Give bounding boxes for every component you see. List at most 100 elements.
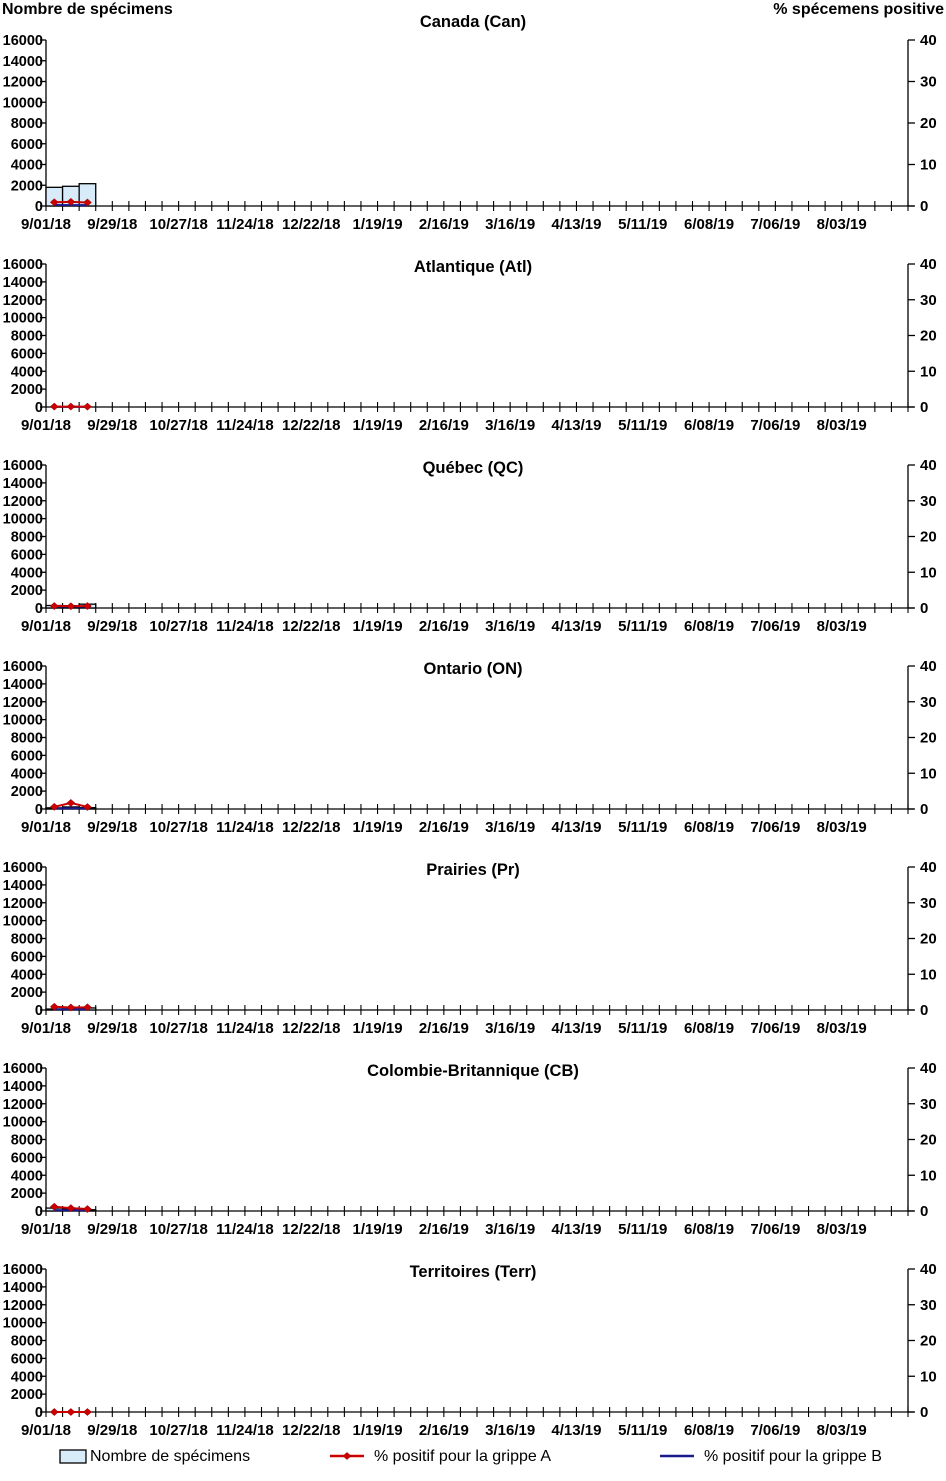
svg-text:10000: 10000 xyxy=(3,311,43,327)
svg-text:4000: 4000 xyxy=(11,158,43,174)
svg-text:10: 10 xyxy=(920,363,937,380)
svg-text:12000: 12000 xyxy=(3,293,43,309)
svg-text:1/19/19: 1/19/19 xyxy=(353,216,403,233)
svg-text:14000: 14000 xyxy=(3,275,43,291)
svg-text:40: 40 xyxy=(920,658,937,675)
svg-text:9/29/18: 9/29/18 xyxy=(87,1422,137,1439)
svg-text:12/22/18: 12/22/18 xyxy=(282,417,340,434)
svg-text:20: 20 xyxy=(920,1333,937,1350)
svg-text:% positif pour la grippe A: % positif pour la grippe A xyxy=(374,1448,551,1465)
svg-text:2000: 2000 xyxy=(11,178,43,194)
svg-text:6/08/19: 6/08/19 xyxy=(684,216,734,233)
svg-text:8000: 8000 xyxy=(11,530,43,546)
svg-text:12000: 12000 xyxy=(3,1298,43,1314)
svg-text:7/06/19: 7/06/19 xyxy=(750,1422,800,1439)
svg-text:6000: 6000 xyxy=(11,1351,43,1367)
svg-text:1/19/19: 1/19/19 xyxy=(353,1422,403,1439)
svg-text:0: 0 xyxy=(35,400,43,416)
svg-text:12/22/18: 12/22/18 xyxy=(282,1020,340,1037)
svg-text:16000: 16000 xyxy=(3,1262,43,1278)
svg-text:11/24/18: 11/24/18 xyxy=(216,1422,274,1439)
svg-text:9/01/18: 9/01/18 xyxy=(21,1221,71,1238)
svg-text:6000: 6000 xyxy=(11,1150,43,1166)
svg-text:11/24/18: 11/24/18 xyxy=(216,1020,274,1037)
svg-text:1/19/19: 1/19/19 xyxy=(353,819,403,836)
svg-text:12/22/18: 12/22/18 xyxy=(282,1422,340,1439)
svg-text:6000: 6000 xyxy=(11,137,43,153)
svg-text:20: 20 xyxy=(920,115,937,132)
svg-text:2000: 2000 xyxy=(11,583,43,599)
svg-text:8/03/19: 8/03/19 xyxy=(817,417,867,434)
svg-text:Prairies (Pr): Prairies (Pr) xyxy=(426,861,520,879)
svg-text:5/11/19: 5/11/19 xyxy=(618,1020,667,1037)
svg-text:11/24/18: 11/24/18 xyxy=(216,417,274,434)
svg-text:8000: 8000 xyxy=(11,1133,43,1149)
svg-text:4/13/19: 4/13/19 xyxy=(551,1221,601,1238)
svg-text:4000: 4000 xyxy=(11,565,43,581)
svg-text:9/29/18: 9/29/18 xyxy=(87,216,137,233)
svg-text:11/24/18: 11/24/18 xyxy=(216,216,274,233)
svg-text:12000: 12000 xyxy=(3,1097,43,1113)
svg-text:11/24/18: 11/24/18 xyxy=(216,618,274,635)
svg-text:20: 20 xyxy=(920,1132,937,1149)
svg-text:10/27/18: 10/27/18 xyxy=(149,618,207,635)
svg-text:2/16/19: 2/16/19 xyxy=(419,819,469,836)
svg-text:Ontario (ON): Ontario (ON) xyxy=(424,660,523,678)
svg-text:% positif pour la grippe B: % positif pour la grippe B xyxy=(704,1448,882,1465)
svg-text:3/16/19: 3/16/19 xyxy=(485,1422,535,1439)
svg-text:3/16/19: 3/16/19 xyxy=(485,216,535,233)
svg-text:Canada (Can): Canada (Can) xyxy=(420,13,526,31)
svg-text:9/01/18: 9/01/18 xyxy=(21,819,71,836)
svg-text:11/24/18: 11/24/18 xyxy=(216,1221,274,1238)
svg-text:4000: 4000 xyxy=(11,1168,43,1184)
svg-text:16000: 16000 xyxy=(3,1061,43,1077)
svg-text:40: 40 xyxy=(920,1060,937,1077)
svg-text:Nombre de spécimens: Nombre de spécimens xyxy=(2,1,173,18)
svg-text:9/01/18: 9/01/18 xyxy=(21,1422,71,1439)
svg-text:6000: 6000 xyxy=(11,346,43,362)
svg-text:8000: 8000 xyxy=(11,932,43,948)
svg-text:7/06/19: 7/06/19 xyxy=(750,1221,800,1238)
svg-text:30: 30 xyxy=(920,694,937,711)
svg-text:5/11/19: 5/11/19 xyxy=(618,618,667,635)
svg-text:9/29/18: 9/29/18 xyxy=(87,1221,137,1238)
svg-text:4/13/19: 4/13/19 xyxy=(551,1422,601,1439)
svg-text:Nombre de spécimens: Nombre de spécimens xyxy=(90,1448,250,1465)
svg-text:12000: 12000 xyxy=(3,494,43,510)
svg-text:7/06/19: 7/06/19 xyxy=(750,1020,800,1037)
svg-text:10/27/18: 10/27/18 xyxy=(149,1020,207,1037)
svg-text:1/19/19: 1/19/19 xyxy=(353,1221,403,1238)
svg-text:0: 0 xyxy=(920,1404,928,1421)
svg-text:7/06/19: 7/06/19 xyxy=(750,819,800,836)
svg-text:20: 20 xyxy=(920,931,937,948)
svg-text:16000: 16000 xyxy=(3,659,43,675)
svg-text:0: 0 xyxy=(35,802,43,818)
svg-text:7/06/19: 7/06/19 xyxy=(750,216,800,233)
svg-text:6000: 6000 xyxy=(11,949,43,965)
svg-text:9/01/18: 9/01/18 xyxy=(21,417,71,434)
svg-text:Québec (QC): Québec (QC) xyxy=(423,459,524,477)
svg-text:10: 10 xyxy=(920,1368,937,1385)
svg-text:30: 30 xyxy=(920,493,937,510)
svg-text:5/11/19: 5/11/19 xyxy=(618,819,667,836)
svg-text:2/16/19: 2/16/19 xyxy=(419,1422,469,1439)
svg-text:9/29/18: 9/29/18 xyxy=(87,1020,137,1037)
svg-text:16000: 16000 xyxy=(3,860,43,876)
svg-text:8/03/19: 8/03/19 xyxy=(817,1221,867,1238)
svg-text:9/01/18: 9/01/18 xyxy=(21,618,71,635)
svg-text:10/27/18: 10/27/18 xyxy=(149,1221,207,1238)
svg-text:30: 30 xyxy=(920,895,937,912)
svg-text:2000: 2000 xyxy=(11,1387,43,1403)
svg-text:10000: 10000 xyxy=(3,95,43,111)
svg-text:30: 30 xyxy=(920,1096,937,1113)
svg-text:8/03/19: 8/03/19 xyxy=(817,1422,867,1439)
svg-text:40: 40 xyxy=(920,32,937,49)
svg-text:5/11/19: 5/11/19 xyxy=(618,417,667,434)
svg-text:2/16/19: 2/16/19 xyxy=(419,1020,469,1037)
svg-text:9/29/18: 9/29/18 xyxy=(87,618,137,635)
svg-text:6/08/19: 6/08/19 xyxy=(684,1422,734,1439)
svg-text:12/22/18: 12/22/18 xyxy=(282,618,340,635)
svg-text:10: 10 xyxy=(920,1167,937,1184)
svg-text:6/08/19: 6/08/19 xyxy=(684,1221,734,1238)
svg-text:8000: 8000 xyxy=(11,116,43,132)
